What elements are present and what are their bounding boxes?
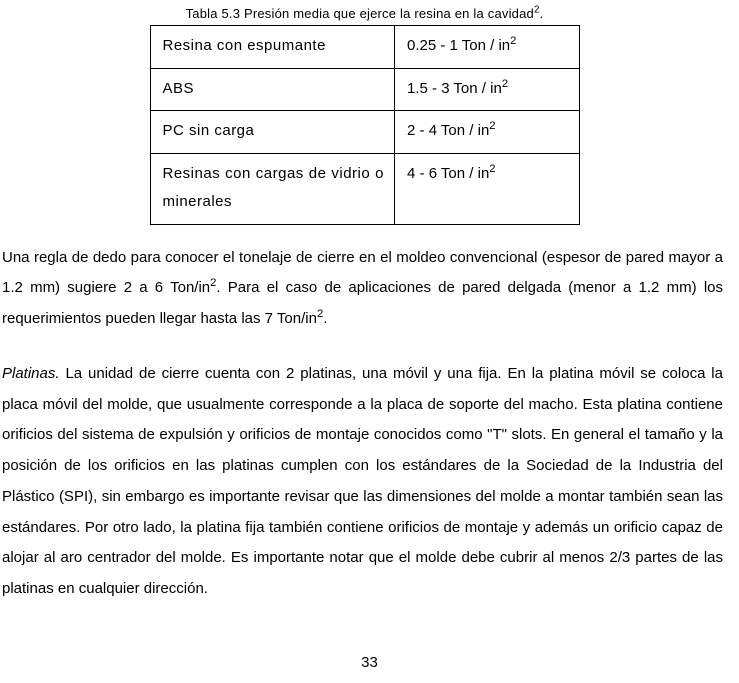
table-caption: Tabla 5.3 Presión media que ejerce la re… — [0, 6, 729, 21]
platinas-heading: Platinas. — [2, 365, 60, 382]
page: Tabla 5.3 Presión media que ejerce la re… — [0, 0, 739, 683]
paragraph-rule-of-thumb: Una regla de dedo para conocer el tonela… — [2, 243, 723, 335]
cell-resin: PC sin carga — [150, 111, 395, 154]
pressure-table: Resina con espumante 0.25 - 1 Ton / in 2 … — [150, 25, 580, 225]
value-text: 1.5 - 3 Ton / in — [407, 80, 502, 97]
cell-value: 2 - 4 Ton / in2 — [395, 111, 579, 154]
value-text: 2 - 4 Ton / in — [407, 122, 489, 139]
platinas-body: La unidad de cierre cuenta con 2 platina… — [2, 365, 723, 597]
value-sup: 2 — [489, 120, 495, 132]
table-row: Resinas con cargas de vidrio o minerales… — [150, 153, 579, 224]
caption-suffix: . — [540, 6, 544, 21]
cell-resin: ABS — [150, 68, 395, 111]
table-row: ABS 1.5 - 3 Ton / in2 — [150, 68, 579, 111]
value-text: 4 - 6 Ton / in — [407, 165, 489, 182]
value-text: 0.25 - 1 Ton / in — [407, 37, 510, 54]
table-row: PC sin carga 2 - 4 Ton / in2 — [150, 111, 579, 154]
value-sup: 2 — [510, 35, 516, 47]
p1-text-3: . — [323, 310, 327, 327]
paragraph-platinas: Platinas. La unidad de cierre cuenta con… — [2, 359, 723, 605]
cell-value: 0.25 - 1 Ton / in2 — [395, 26, 579, 69]
caption-text: Tabla 5.3 Presión media que ejerce la re… — [186, 6, 534, 21]
page-number: 33 — [0, 654, 739, 671]
value-sup: 2 — [489, 163, 495, 175]
cell-resin: Resinas con cargas de vidrio o minerales — [150, 153, 395, 224]
cell-resin: Resina con espumante — [150, 26, 395, 69]
cell-value: 4 - 6 Ton / in2 — [395, 153, 579, 224]
cell-value: 1.5 - 3 Ton / in2 — [395, 68, 579, 111]
value-sup: 2 — [502, 78, 508, 90]
table-row: Resina con espumante 0.25 - 1 Ton / in2 — [150, 26, 579, 69]
